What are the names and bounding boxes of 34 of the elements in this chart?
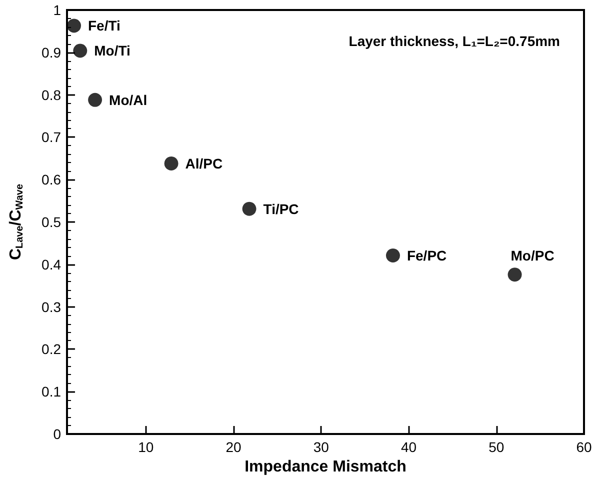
- annotation: Al/PC: [185, 155, 223, 172]
- x-tick-label: 10: [138, 439, 154, 455]
- point: [67, 18, 82, 33]
- point: [88, 92, 102, 107]
- annotation: Mo/PC: [510, 248, 554, 264]
- annotation: Layer thickness, L₁=L₂=0.75mm: [348, 33, 560, 49]
- annotation: Fe/Ti: [88, 18, 120, 34]
- point: [386, 248, 400, 262]
- y-tick-label: 1: [53, 2, 62, 18]
- point: [508, 268, 522, 282]
- point: [73, 44, 88, 58]
- x-tick-label: 20: [226, 439, 242, 455]
- x-tick-label: 50: [488, 439, 504, 455]
- y-tick-label: 0.3: [42, 298, 62, 315]
- y-tick-label: 0: [53, 426, 62, 442]
- y-tick-label: 0.5: [42, 214, 62, 230]
- x-axis-title: Impedance Mismatch: [244, 458, 406, 476]
- x-tick-label: 40: [400, 439, 417, 455]
- annotation: Mo/Al: [109, 92, 148, 108]
- y-tick-label: 0.4: [42, 256, 62, 272]
- y-axis-title: CLave/CWave: [8, 184, 26, 260]
- y-tick-label: 0.8: [42, 86, 62, 103]
- y-tick-label: 0.2: [42, 341, 62, 358]
- x-tick-label: 30: [313, 439, 330, 455]
- point: [242, 202, 256, 216]
- y-tick-label: 0.7: [42, 129, 62, 146]
- annotation: Ti/PC: [263, 200, 299, 217]
- annotation: Fe/PC: [406, 247, 447, 264]
- y-tick-label: 0.1: [42, 384, 62, 400]
- y-tick-label: 0.6: [42, 172, 62, 188]
- point: [164, 156, 178, 170]
- annotation: Mo/Ti: [94, 42, 130, 59]
- y-tick-label: 0.9: [42, 44, 62, 60]
- x-tick-label: 60: [576, 439, 592, 455]
